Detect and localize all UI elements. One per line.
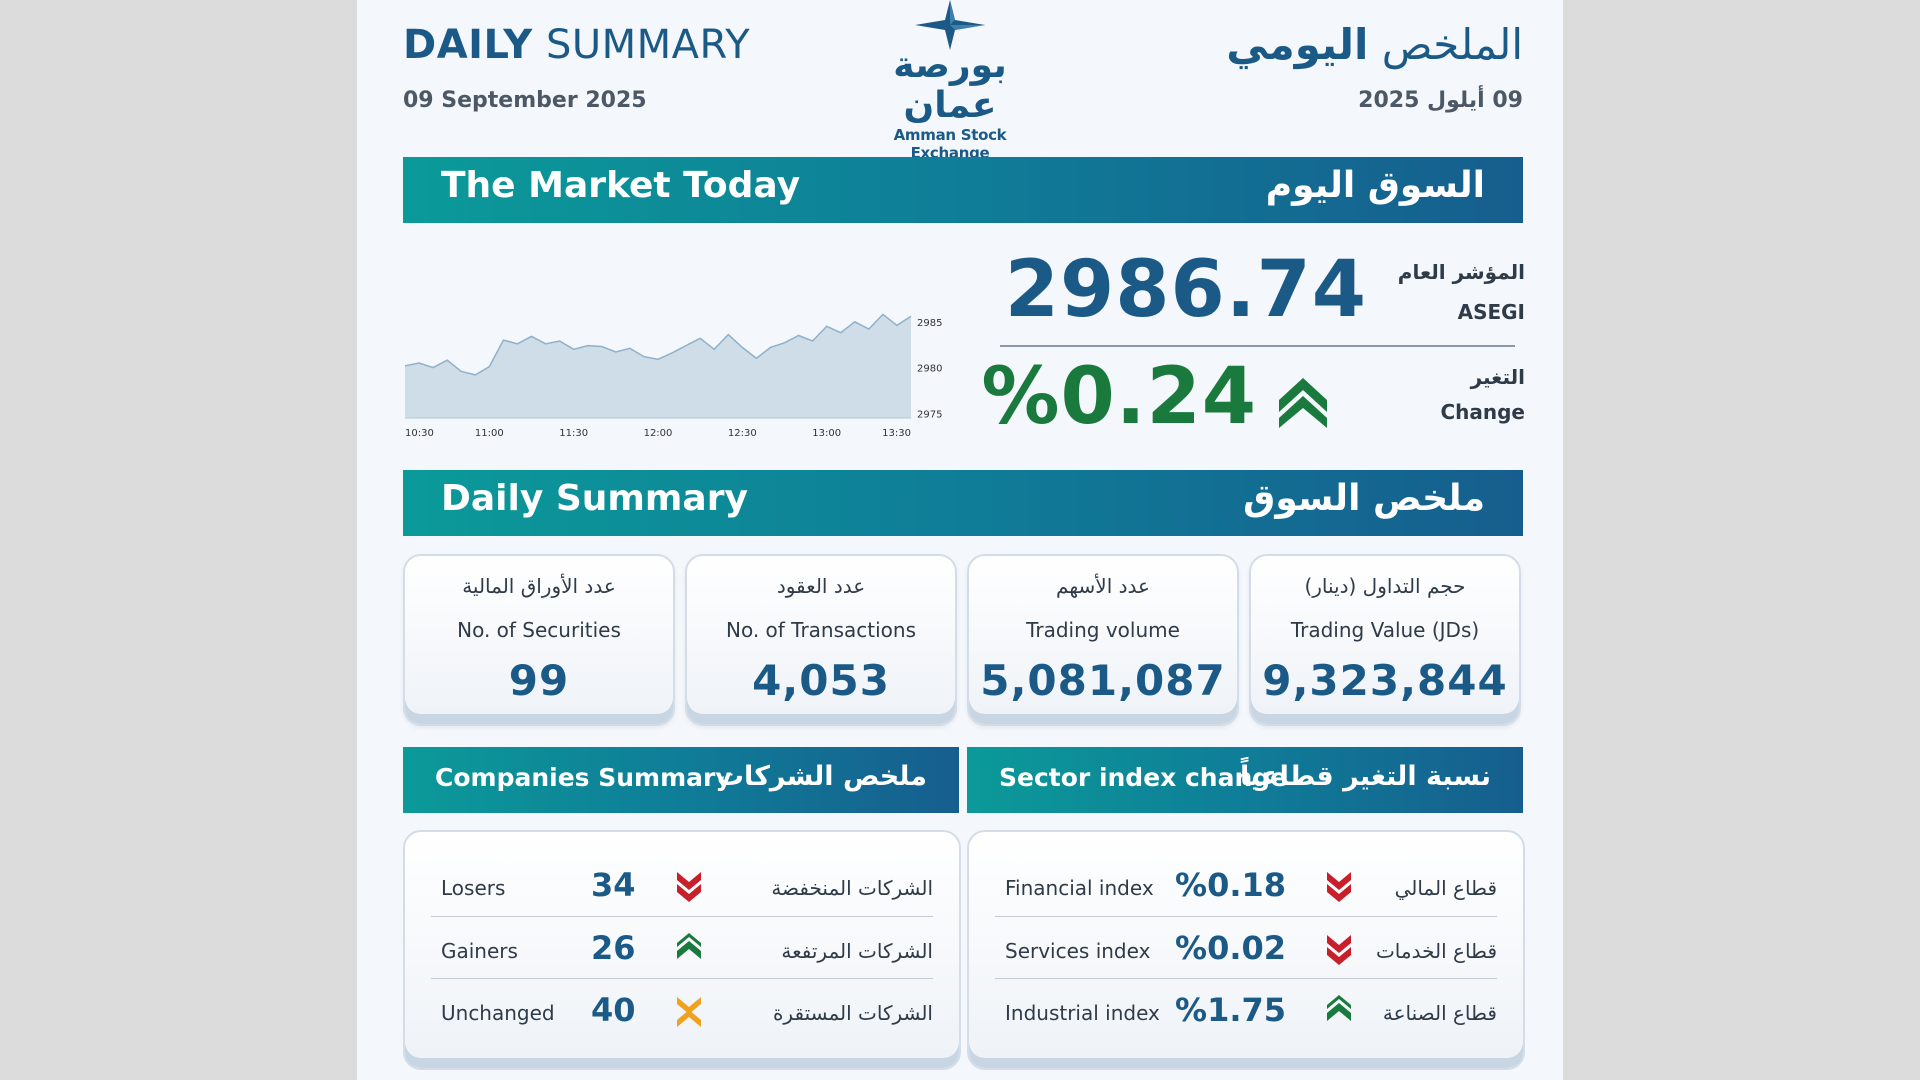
card-value: 9,323,844: [1262, 656, 1508, 705]
companies-summary-bar: Companies Summary ملخص الشركات: [403, 747, 959, 813]
list-item: Gainers 26 الشركات المرتفعة: [431, 916, 933, 978]
row-label-en: Financial index: [1005, 876, 1154, 900]
row-label-ar: قطاع الخدمات: [1375, 939, 1497, 963]
securities-card: عدد الأوراق المالية No. of Securities 99: [403, 554, 675, 726]
row-value: 40: [591, 991, 636, 1029]
sectors-title-ar: نسبة التغير قطاعياً: [1239, 761, 1491, 792]
card-label-ar: عدد الأسهم: [1056, 574, 1150, 598]
card-value: 4,053: [752, 656, 890, 705]
change-value: %0.24: [981, 352, 1257, 442]
card-value: 99: [508, 656, 570, 705]
daily-summary-title-ar: ملخص السوق: [1243, 478, 1485, 519]
double-chevron-down-icon: [1327, 872, 1351, 902]
list-item: Losers 34 الشركات المنخفضة: [431, 854, 933, 916]
card-label-en: Trading Value (JDs): [1290, 618, 1480, 642]
daily-summary-bar: Daily Summary ملخص السوق: [403, 470, 1523, 536]
x-tick-label: 11:00: [475, 428, 504, 439]
change-label-en: Change: [1440, 400, 1525, 424]
chart-line: [404, 313, 912, 376]
companies-panel: Losers 34 الشركات المنخفضة Gainers 26 ال…: [403, 830, 961, 1070]
index-divider: [1000, 345, 1515, 347]
row-label-en: Services index: [1005, 939, 1151, 963]
x-tick-label: 13:30: [882, 428, 911, 439]
date-ar: 09 أيلول 2025: [1358, 88, 1523, 113]
list-item: Financial index %0.18 قطاع المالي: [995, 854, 1497, 916]
logo-arabic-text: بورصة عمان: [893, 45, 1007, 126]
double-chevron-up-icon: [1279, 378, 1327, 428]
sectors-title-en: Sector index change: [999, 763, 1288, 792]
index-label-ar: المؤشر العام: [1397, 260, 1525, 284]
market-today-title-ar: السوق اليوم: [1265, 165, 1485, 206]
row-value: %1.75: [1175, 991, 1287, 1029]
card-label-ar: حجم التداول (دينار): [1304, 574, 1466, 598]
double-chevron-up-icon: [1327, 995, 1351, 1021]
row-value: 34: [591, 866, 636, 904]
row-value: %0.02: [1175, 929, 1287, 967]
change-label-ar: التغير: [1470, 365, 1525, 389]
x-tick-label: 13:00: [812, 428, 841, 439]
y-tick-label: 2980: [917, 364, 942, 375]
intraday-chart: 10:30 11:00 11:30 12:00 12:30 13:00 13:30 2975 2…: [404, 313, 942, 439]
title-en: DAILY SUMMARY: [403, 22, 750, 68]
double-chevron-down-icon: [677, 872, 701, 902]
y-tick-label: 2975: [917, 409, 942, 420]
row-label-en: Industrial index: [1005, 1001, 1160, 1025]
trading-value-card: حجم التداول (دينار) Trading Value (JDs) …: [1249, 554, 1521, 726]
y-tick-label: 2985: [917, 318, 942, 329]
row-label-en: Unchanged: [441, 1001, 555, 1025]
sector-change-bar: Sector index change نسبة التغير قطاعياً: [967, 747, 1523, 813]
row-value: %0.18: [1175, 866, 1287, 904]
x-tick-label: 12:30: [728, 428, 757, 439]
title-ar: الملخص اليومي: [1226, 20, 1523, 69]
index-value: 2986.74: [1004, 245, 1367, 335]
list-item: Services index %0.02 قطاع الخدمات: [995, 916, 1497, 978]
double-chevron-up-icon: [677, 933, 701, 959]
row-label-ar: قطاع المالي: [1394, 876, 1497, 900]
row-label-ar: الشركات المستقرة: [772, 1001, 933, 1025]
companies-title-ar: ملخص الشركات: [716, 761, 927, 792]
transactions-card: عدد العقود No. of Transactions 4,053: [685, 554, 957, 726]
list-item: Industrial index %1.75 قطاع الصناعة: [995, 978, 1497, 1040]
row-label-ar: الشركات المرتفعة: [781, 939, 933, 963]
date-en: 09 September 2025: [403, 88, 647, 113]
summary-page: DAILY SUMMARY 09 September 2025 بورصة عم…: [357, 0, 1563, 1080]
card-label-ar: عدد الأوراق المالية: [462, 574, 616, 598]
x-tick-label: 11:30: [559, 428, 588, 439]
chart-area: [405, 314, 911, 418]
row-label-ar: الشركات المنخفضة: [771, 876, 933, 900]
double-chevron-down-icon: [1327, 935, 1351, 965]
card-label-ar: عدد العقود: [776, 574, 866, 598]
row-label-en: Gainers: [441, 939, 518, 963]
market-today-bar: The Market Today السوق اليوم: [403, 157, 1523, 223]
row-label-ar: قطاع الصناعة: [1382, 1001, 1497, 1025]
ase-logo: بورصة عمان Amman Stock Exchange: [875, 0, 1025, 162]
list-item: Unchanged 40 الشركات المستقرة: [431, 978, 933, 1040]
star-logo-icon: [915, 0, 985, 50]
title-ar-rest: الملخص: [1368, 20, 1523, 69]
x-tick-label: 12:00: [644, 428, 673, 439]
sectors-panel: Financial index %0.18 قطاع المالي Servic…: [967, 830, 1525, 1070]
index-label-en: ASEGI: [1457, 300, 1525, 324]
row-value: 26: [591, 929, 636, 967]
title-en-rest: SUMMARY: [532, 22, 751, 68]
trading-volume-card: عدد الأسهم Trading volume 5,081,087: [967, 554, 1239, 726]
card-label-en: No. of Securities: [457, 618, 621, 642]
title-ar-bold: اليومي: [1226, 20, 1369, 69]
market-today-title-en: The Market Today: [441, 165, 801, 206]
unchanged-chevrons-icon: [677, 997, 701, 1027]
daily-summary-title-en: Daily Summary: [441, 478, 748, 519]
x-tick-label: 10:30: [405, 428, 434, 439]
row-label-en: Losers: [441, 876, 506, 900]
companies-title-en: Companies Summary: [435, 763, 732, 792]
title-en-bold: DAILY: [403, 22, 533, 68]
card-label-en: Trading volume: [1026, 618, 1180, 642]
card-value: 5,081,087: [980, 656, 1226, 705]
card-label-en: No. of Transactions: [725, 618, 917, 642]
